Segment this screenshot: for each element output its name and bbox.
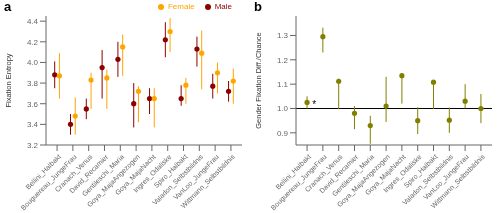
svg-text:Gentileschi_Maria: Gentileschi_Maria [330, 153, 376, 198]
svg-text:VanLoo_JungeFrau: VanLoo_JungeFrau [422, 153, 471, 202]
svg-text:1.2: 1.2 [277, 56, 289, 65]
svg-text:1.1: 1.1 [277, 80, 289, 89]
svg-text:*: * [312, 99, 316, 110]
svg-text:Gender Fixation Diff./Chance: Gender Fixation Diff./Chance [254, 32, 263, 129]
svg-text:4.2: 4.2 [27, 38, 39, 47]
svg-text:Ingres_Odaliske: Ingres_Odaliske [131, 153, 173, 194]
svg-text:Spiro_Halbakt: Spiro_Halbakt [402, 153, 439, 189]
html-text:a: a [4, 0, 12, 14]
svg-text:1.3: 1.3 [277, 31, 289, 40]
svg-text:3.2: 3.2 [27, 141, 39, 150]
svg-text:3.6: 3.6 [27, 100, 39, 109]
svg-text:3.4: 3.4 [27, 120, 39, 129]
svg-text:Bouguereau_JungeFrau: Bouguereau_JungeFrau [19, 153, 78, 212]
svg-text:Fixation Entropy: Fixation Entropy [8, 53, 13, 107]
html-text:Male: Male [214, 2, 232, 11]
svg-text:Goya_MajaAngezogen: Goya_MajaAngezogen [335, 153, 391, 209]
svg-text:Bouguereau_JungeFrau: Bouguereau_JungeFrau [269, 153, 328, 212]
svg-text:Goya_MajaAngezogen: Goya_MajaAngezogen [85, 153, 141, 209]
html-text:b: b [254, 0, 262, 14]
svg-text:0.9: 0.9 [277, 129, 289, 138]
svg-text:Ingres_Odaliske: Ingres_Odaliske [381, 153, 423, 194]
svg-text:1.0: 1.0 [277, 104, 289, 113]
svg-text:4.0: 4.0 [27, 58, 39, 67]
svg-text:Bellini_Halbakt: Bellini_Halbakt [24, 153, 62, 191]
svg-text:Valadon_Selbstbildnis: Valadon_Selbstbildnis [401, 153, 455, 207]
svg-text:Goya_MajaNacht: Goya_MajaNacht [363, 153, 407, 197]
svg-text:Cranach_Venus: Cranach_Venus [303, 153, 344, 194]
svg-text:Bellini_Halbakt: Bellini_Halbakt [274, 153, 312, 191]
svg-text:VanLoo_JungeFrau: VanLoo_JungeFrau [172, 153, 221, 202]
svg-text:David_Recamier: David_Recamier [67, 153, 110, 195]
html-text:Female: Female [168, 2, 195, 11]
svg-text:Spiro_Halbakt: Spiro_Halbakt [152, 153, 189, 189]
svg-text:Wittmann_Selbstbildnis: Wittmann_Selbstbildnis [179, 153, 236, 210]
svg-text:Valadon_Selbstbildnis: Valadon_Selbstbildnis [151, 153, 205, 207]
svg-text:Cranach_Venus: Cranach_Venus [53, 153, 94, 194]
svg-text:Gentileschi_Maria: Gentileschi_Maria [80, 153, 126, 198]
svg-text:4.4: 4.4 [27, 17, 39, 26]
svg-text:Wittmann_Selbstbildnis: Wittmann_Selbstbildnis [429, 153, 486, 210]
svg-text:3.8: 3.8 [27, 79, 39, 88]
svg-text:Goya_MajaNacht: Goya_MajaNacht [113, 153, 157, 197]
svg-text:David_Recamier: David_Recamier [317, 153, 360, 195]
